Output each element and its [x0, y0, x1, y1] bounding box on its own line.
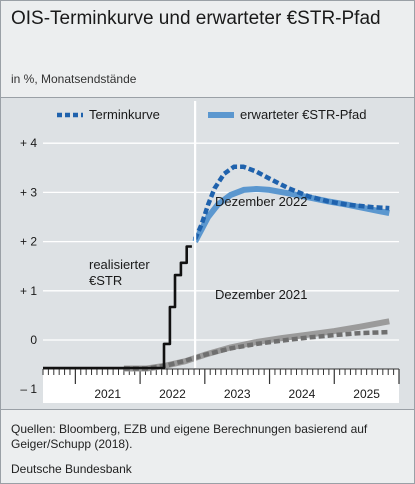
- series-realisiert: [43, 245, 192, 370]
- top-divider: [1, 97, 414, 98]
- x-tick-label: 2022: [159, 387, 186, 401]
- chart-title: OIS-Terminkurve und erwarteter €STR-Pfad: [11, 8, 381, 29]
- y-tick-label: + 1: [20, 284, 37, 298]
- annotation-dezember-2022: Dezember 2022: [215, 194, 308, 209]
- bottom-divider: [1, 409, 414, 410]
- legend-label-terminkurve: Terminkurve: [89, 107, 160, 122]
- x-tick-label: 2024: [289, 387, 316, 401]
- annotations: realisierter €STR Dezember 2022 Dezember…: [89, 194, 308, 302]
- annotation-realisierter-estr: realisierter €STR: [89, 257, 153, 288]
- series-lines: [43, 164, 390, 372]
- x-tick-label: 2021: [94, 387, 121, 401]
- x-axis: 2021 2022 2023 2024 2025: [42, 368, 400, 403]
- series-dezember-2022-terminkurve: [193, 164, 390, 241]
- y-tick-label: + 2: [20, 235, 37, 249]
- grid-lines: [43, 142, 399, 341]
- y-axis: – 1 0 + 1 + 2 + 3 + 4: [20, 136, 37, 396]
- legend: Terminkurve erwarteter €STR-Pfad: [57, 107, 366, 122]
- x-tick-label: 2025: [353, 387, 380, 401]
- annotation-dezember-2021: Dezember 2021: [215, 287, 308, 302]
- plot-panel: [1, 98, 414, 409]
- y-tick-label: 0: [30, 333, 37, 347]
- chart-subtitle: in %, Monatsendstände: [11, 72, 137, 86]
- y-tick-label: + 3: [20, 185, 37, 199]
- x-tick-label: 2023: [224, 387, 251, 401]
- credit-line: Deutsche Bundesbank: [11, 462, 132, 476]
- y-tick-label: + 4: [20, 136, 37, 150]
- y-tick-label: – 1: [20, 382, 37, 396]
- sources-note: Quellen: Bloomberg, EZB und eigene Berec…: [11, 422, 368, 451]
- legend-label-erwarteter-pfad: erwarteter €STR-Pfad: [240, 107, 366, 122]
